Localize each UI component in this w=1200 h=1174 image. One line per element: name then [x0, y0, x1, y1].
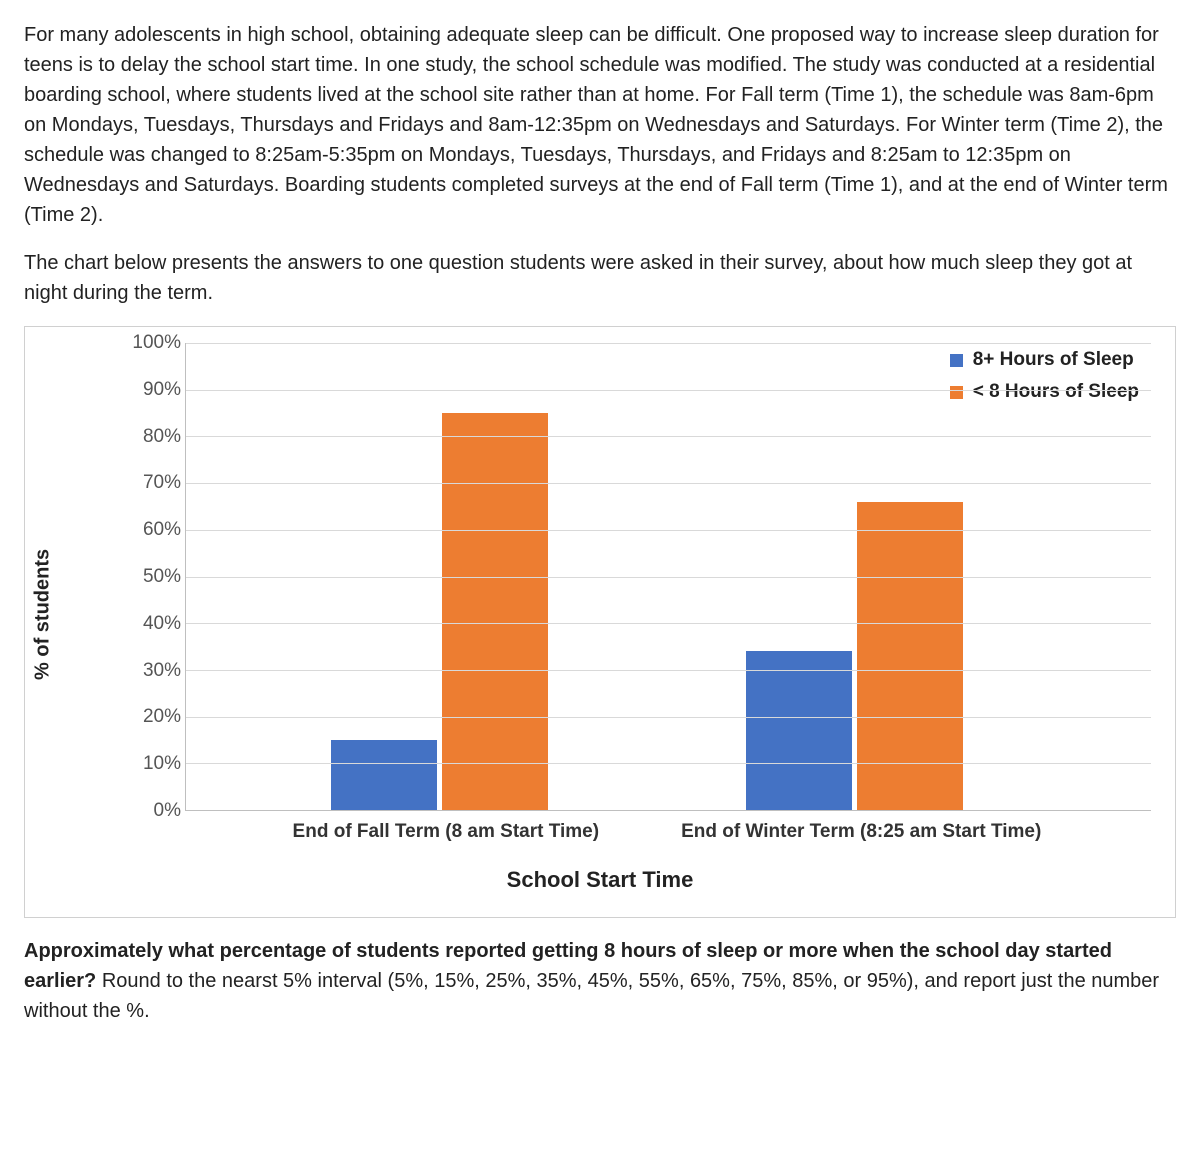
bar-chart: % of students 8+ Hours of Sleep< 8 Hours… [39, 339, 1161, 899]
x-tick-label: End of Fall Term (8 am Start Time) [293, 821, 600, 843]
gridline [186, 390, 1151, 391]
gridline [186, 530, 1151, 531]
y-axis-title: % of students [32, 549, 55, 680]
y-tick-label: 100% [109, 332, 181, 354]
x-tick-label: End of Winter Term (8:25 am Start Time) [681, 821, 1041, 843]
y-tick-label: 30% [109, 660, 181, 682]
y-tick-label: 80% [109, 426, 181, 448]
legend-swatch [950, 354, 963, 367]
question-rest: Round to the nearst 5% interval (5%, 15%… [24, 970, 1159, 1022]
gridline [186, 436, 1151, 437]
gridline [186, 623, 1151, 624]
gridline [186, 670, 1151, 671]
y-tick-label: 50% [109, 566, 181, 588]
y-tick-label: 0% [109, 800, 181, 822]
x-axis-title: School Start Time [39, 867, 1161, 893]
chart-bar [746, 651, 852, 810]
chart-container: % of students 8+ Hours of Sleep < 8 Hours… [24, 326, 1176, 918]
legend-item: 8+ Hours of Sleep [950, 349, 1139, 371]
gridline [186, 763, 1151, 764]
y-tick-label: 60% [109, 519, 181, 541]
chart-legend: 8+ Hours of Sleep < 8 Hours of Sleep [950, 349, 1139, 413]
legend-label: 8+ Hours of Sleep [973, 349, 1134, 371]
chart-bar [331, 740, 437, 810]
gridline [186, 577, 1151, 578]
legend-item: < 8 Hours of Sleep [950, 381, 1139, 403]
question-text: Approximately what percentage of student… [24, 936, 1176, 1026]
gridline [186, 717, 1151, 718]
legend-label: < 8 Hours of Sleep [973, 381, 1139, 403]
gridline [186, 483, 1151, 484]
intro-paragraph-2: The chart below presents the answers to … [24, 248, 1176, 308]
y-tick-label: 90% [109, 379, 181, 401]
legend-swatch [950, 386, 963, 399]
gridline [186, 343, 1151, 344]
y-tick-label: 70% [109, 472, 181, 494]
intro-paragraph-1: For many adolescents in high school, obt… [24, 20, 1176, 230]
y-tick-label: 20% [109, 706, 181, 728]
y-tick-label: 10% [109, 753, 181, 775]
chart-bar [442, 413, 548, 810]
y-tick-label: 40% [109, 613, 181, 635]
